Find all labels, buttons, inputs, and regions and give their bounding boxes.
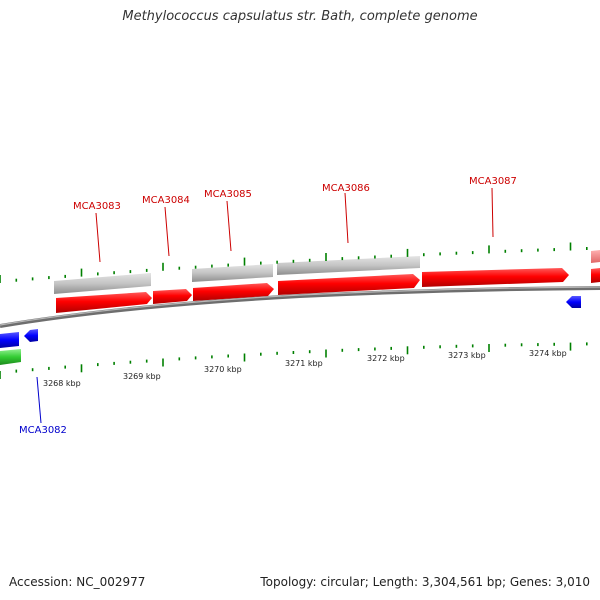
genome-backbone-highlight bbox=[0, 286, 600, 326]
gene-track-segment bbox=[277, 256, 420, 275]
scale-ticks-outer bbox=[0, 242, 588, 283]
genome-backbone bbox=[0, 286, 600, 328]
cds-arrow-forward bbox=[591, 268, 600, 283]
gene-label-leader bbox=[36, 376, 42, 424]
cds-arrow-reverse bbox=[24, 329, 38, 342]
cds-arrow-reverse bbox=[0, 332, 19, 348]
cds-arrow-forward bbox=[56, 292, 152, 313]
scale-label: 3274 kbp bbox=[529, 349, 567, 358]
gene-label-forward: MCA3085 bbox=[204, 189, 252, 200]
scale-label: 3273 kbp bbox=[448, 351, 486, 360]
genome-title: Methylococcus capsulatus str. Bath, comp… bbox=[122, 9, 478, 24]
gene-label-leader bbox=[226, 200, 232, 252]
gene-label-forward: MCA3086 bbox=[322, 183, 370, 194]
scale-label: 3272 kbp bbox=[367, 354, 405, 363]
gene-track-segment bbox=[54, 273, 151, 294]
scale-label: 3271 kbp bbox=[285, 359, 323, 368]
cds-arrow-forward bbox=[422, 268, 569, 287]
gene-label-forward: MCA3084 bbox=[142, 195, 190, 206]
feature-green bbox=[0, 349, 21, 365]
scale-label: 3268 kbp bbox=[43, 379, 81, 388]
gene-label-forward: MCA3087 bbox=[469, 176, 517, 187]
genome-summary-text: Topology: circular; Length: 3,304,561 bp… bbox=[260, 575, 590, 589]
gene-label-leader bbox=[344, 192, 349, 244]
gene-label-reverse: MCA3082 bbox=[19, 425, 67, 436]
gene-label-leader bbox=[164, 206, 170, 257]
scale-label: 3270 kbp bbox=[204, 365, 242, 374]
scale-label: 3269 kbp bbox=[123, 372, 161, 381]
cds-arrow-forward bbox=[278, 274, 420, 295]
rna-feature bbox=[591, 250, 600, 263]
cds-arrow-forward bbox=[153, 289, 192, 304]
cds-arrow-reverse bbox=[566, 296, 581, 308]
gene-track-segment bbox=[192, 264, 273, 282]
gene-label-leader bbox=[491, 187, 494, 238]
cds-arrow-forward bbox=[193, 283, 274, 301]
accession-text: Accession: NC_002977 bbox=[9, 575, 146, 589]
gene-label-forward: MCA3083 bbox=[73, 201, 121, 212]
gene-label-leader bbox=[95, 212, 101, 263]
scale-ticks-inner bbox=[0, 342, 588, 379]
